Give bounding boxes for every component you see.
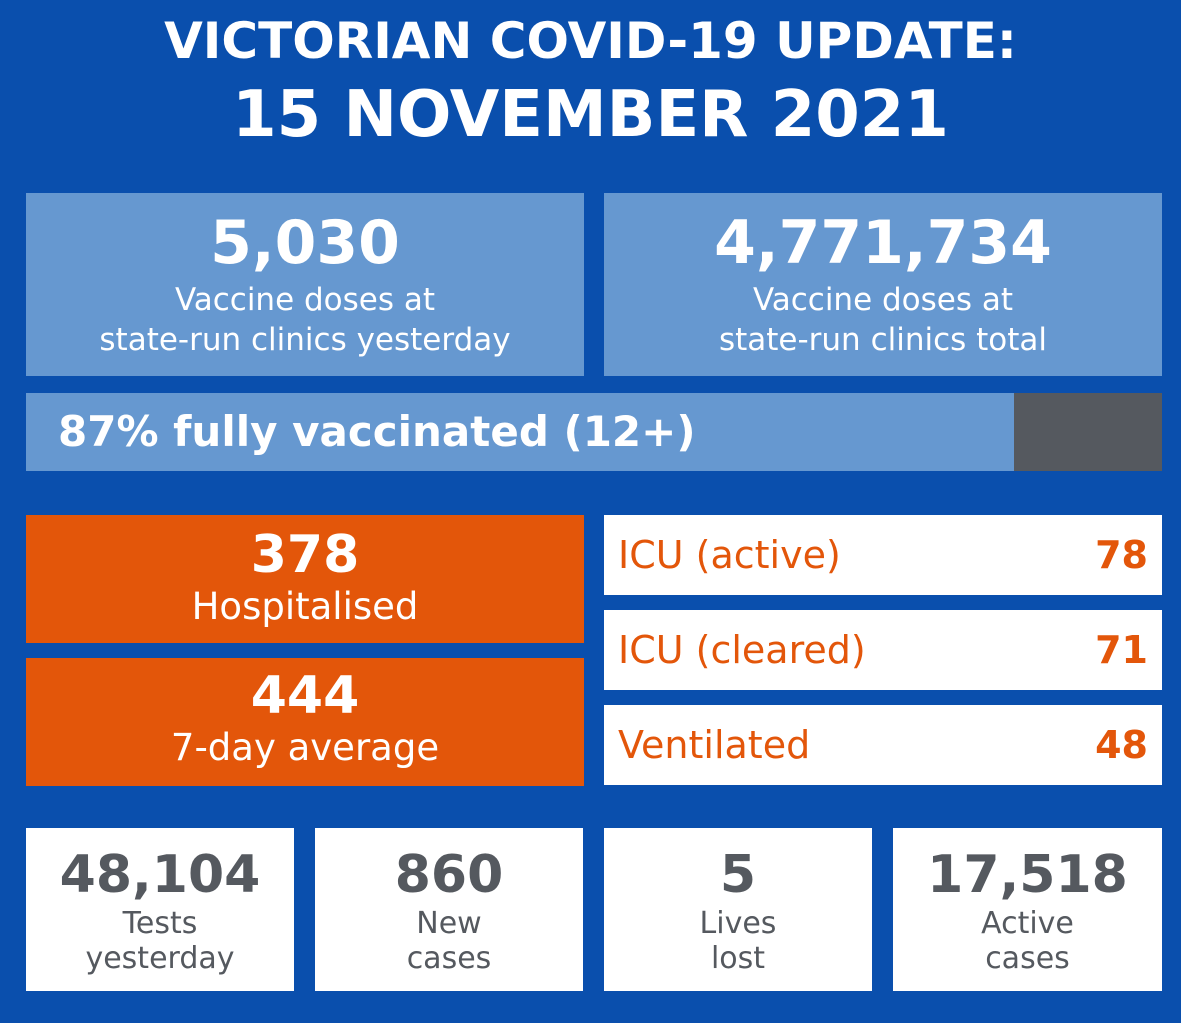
hospitalised-value: 378 (250, 525, 360, 585)
lives-lost-panel: 5 Lives lost (604, 828, 872, 991)
icu-active-label: ICU (active) (618, 533, 841, 577)
tests-yesterday-label-2: yesterday (85, 941, 235, 976)
vaccine-doses-yesterday-value: 5,030 (210, 208, 400, 278)
new-cases-value: 860 (394, 845, 504, 905)
hospitalised-label: Hospitalised (191, 585, 419, 628)
vaccination-progress-text: 87% fully vaccinated (12+) (58, 407, 696, 456)
vaccine-doses-yesterday-panel: 5,030 Vaccine doses at state-run clinics… (26, 193, 584, 376)
lives-lost-value: 5 (719, 845, 757, 905)
new-cases-label-1: New (416, 906, 482, 941)
lives-lost-label-1: Lives (699, 906, 777, 941)
active-cases-label-1: Active (981, 906, 1074, 941)
icu-active-row: ICU (active) 78 (604, 515, 1162, 595)
vaccination-progress-fill (26, 393, 1015, 471)
icu-cleared-label: ICU (cleared) (618, 628, 866, 672)
active-cases-value: 17,518 (927, 845, 1128, 905)
tests-yesterday-value: 48,104 (59, 845, 261, 905)
lives-lost-label-2: lost (710, 941, 766, 976)
vaccine-doses-yesterday-label-1: Vaccine doses at (174, 282, 436, 318)
vaccination-progress-bar: 87% fully vaccinated (12+) (26, 393, 1162, 471)
icu-cleared-row: ICU (cleared) 71 (604, 610, 1162, 690)
seven-day-average-label: 7-day average (170, 726, 440, 769)
tests-yesterday-panel: 48,104 Tests yesterday (26, 828, 294, 991)
title-line-1: VICTORIAN COVID-19 UPDATE: (164, 12, 1017, 70)
ventilated-label: Ventilated (618, 723, 811, 767)
tests-yesterday-label-1: Tests (122, 906, 198, 941)
title-date: 15 NOVEMBER 2021 (232, 78, 949, 152)
vaccine-doses-total-label-2: state-run clinics total (718, 322, 1048, 358)
ventilated-row: Ventilated 48 (604, 705, 1162, 785)
vaccine-doses-yesterday-label-2: state-run clinics yesterday (99, 322, 511, 358)
active-cases-panel: 17,518 Active cases (893, 828, 1162, 991)
vaccine-doses-total-label-1: Vaccine doses at (752, 282, 1014, 318)
new-cases-panel: 860 New cases (315, 828, 583, 991)
active-cases-label-2: cases (985, 941, 1070, 976)
icu-active-value: 78 (1095, 533, 1148, 577)
vaccine-doses-total-value: 4,771,734 (714, 208, 1052, 278)
new-cases-label-2: cases (406, 941, 492, 976)
seven-day-average-value: 444 (250, 666, 360, 726)
seven-day-average-panel: 444 7-day average (26, 658, 584, 786)
hospitalised-panel: 378 Hospitalised (26, 515, 584, 643)
vaccine-doses-total-panel: 4,771,734 Vaccine doses at state-run cli… (604, 193, 1162, 376)
icu-cleared-value: 71 (1095, 628, 1148, 672)
ventilated-value: 48 (1095, 723, 1148, 767)
